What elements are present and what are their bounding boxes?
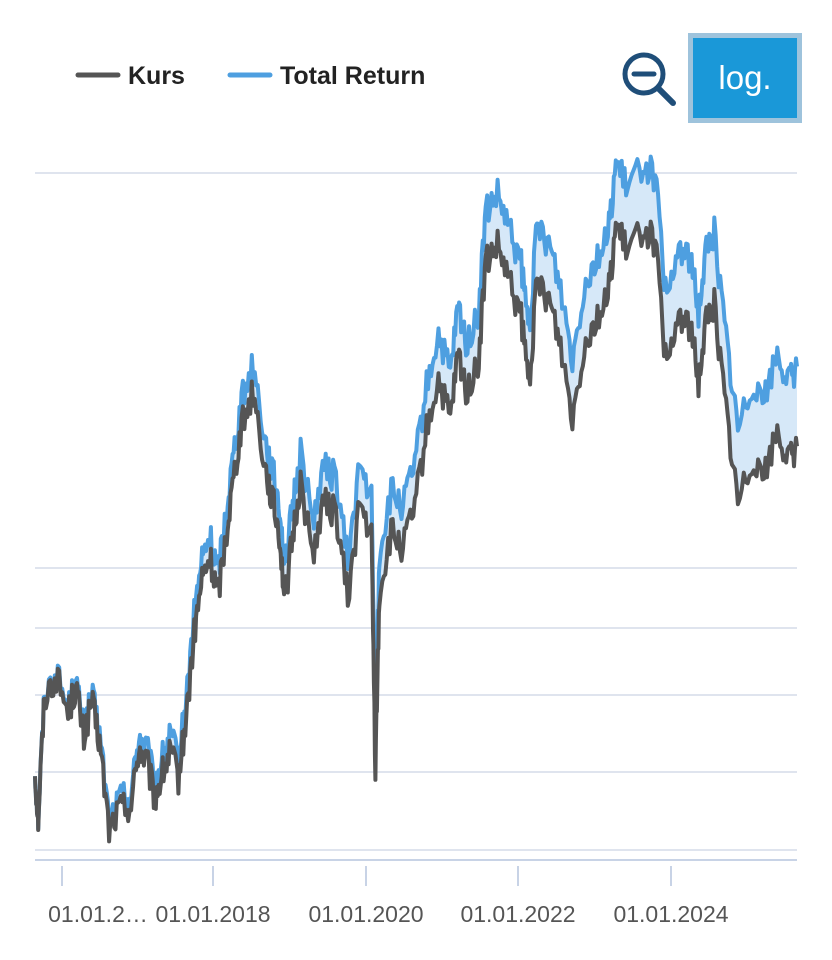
x-tick-label: 01.01.2020 — [308, 901, 423, 927]
x-tick-label: 01.01.2024 — [613, 901, 728, 927]
x-tick-label: 01.01.2… — [48, 901, 148, 927]
legend-label-total-return: Total Return — [280, 62, 425, 90]
legend-item-total-return[interactable]: Total Return — [227, 62, 425, 90]
log-scale-toggle[interactable]: log. — [688, 33, 802, 123]
series-layer — [33, 154, 799, 844]
legend: Kurs Total Return — [75, 62, 425, 90]
legend-label-kurs: Kurs — [128, 62, 185, 90]
x-tick-label: 01.01.2018 — [155, 901, 270, 927]
series-line-kurs — [33, 219, 799, 844]
zoom-out-button[interactable] — [620, 50, 678, 108]
x-ticks: 01.01.2… 01.01.2018 01.01.2020 01.01.2022 01… — [48, 866, 729, 927]
zoom-out-icon — [622, 52, 676, 106]
x-tick-label: 01.01.2022 — [460, 901, 575, 927]
legend-item-kurs[interactable]: Kurs — [75, 62, 185, 90]
